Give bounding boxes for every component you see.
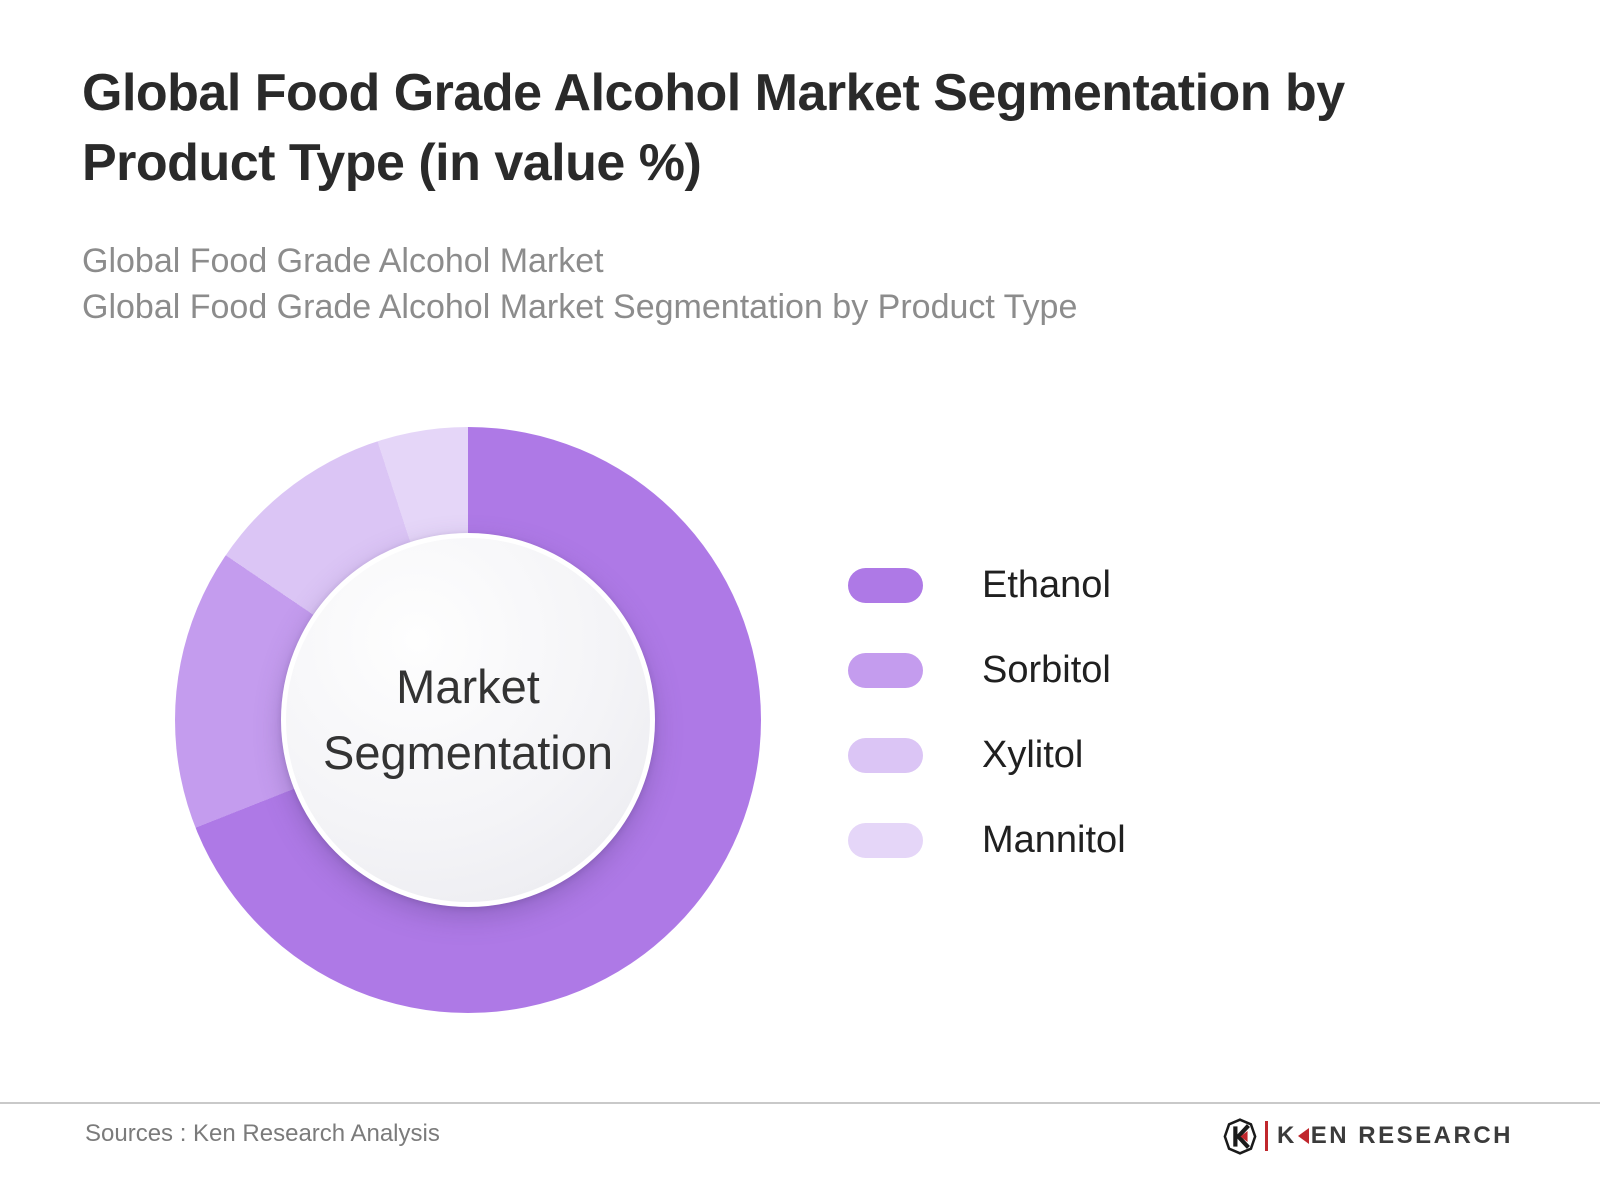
donut-chart: Market Segmentation — [175, 427, 761, 1013]
brand-wordmark: K EN RESEARCH — [1277, 1122, 1513, 1150]
donut-hole: Market Segmentation — [281, 533, 655, 907]
page-title-line-2: Product Type (in value %) — [82, 134, 702, 192]
brand-wordmark-rest: EN RESEARCH — [1310, 1122, 1513, 1149]
page-subtitle-line-2: Global Food Grade Alcohol Market Segment… — [82, 288, 1078, 326]
legend-swatch-xylitol — [848, 738, 923, 773]
legend-item-xylitol: Xylitol — [848, 734, 1126, 776]
legend-item-sorbitol: Sorbitol — [848, 649, 1126, 691]
donut-center-label-line-1: Market — [396, 660, 540, 713]
brand-divider-bar — [1264, 1121, 1268, 1151]
legend-label-mannitol: Mannitol — [982, 819, 1126, 861]
legend-item-ethanol: Ethanol — [848, 564, 1126, 606]
brand-wordmark-triangle-icon — [1297, 1128, 1309, 1144]
brand-wordmark-k: K — [1276, 1122, 1297, 1149]
ken-research-shield-icon — [1223, 1117, 1257, 1155]
chart-legend: Ethanol Sorbitol Xylitol Mannitol — [848, 564, 1126, 908]
legend-label-xylitol: Xylitol — [982, 734, 1084, 776]
page-subtitle: Global Food Grade Alcohol Market Global … — [82, 238, 1432, 330]
legend-swatch-mannitol — [848, 823, 923, 858]
donut-center-label-line-2: Segmentation — [322, 726, 614, 779]
footer-divider — [0, 1102, 1600, 1104]
legend-swatch-ethanol — [848, 568, 923, 603]
legend-label-sorbitol: Sorbitol — [982, 649, 1111, 691]
sources-text: Sources : Ken Research Analysis — [85, 1120, 440, 1147]
page-title: Global Food Grade Alcohol Market Segment… — [82, 58, 1432, 198]
legend-item-mannitol: Mannitol — [848, 819, 1126, 861]
page-subtitle-line-1: Global Food Grade Alcohol Market — [82, 242, 604, 280]
page-title-line-1: Global Food Grade Alcohol Market Segment… — [82, 64, 1345, 122]
legend-swatch-sorbitol — [848, 653, 923, 688]
brand-logo: K EN RESEARCH — [1223, 1116, 1513, 1156]
legend-label-ethanol: Ethanol — [982, 564, 1111, 606]
